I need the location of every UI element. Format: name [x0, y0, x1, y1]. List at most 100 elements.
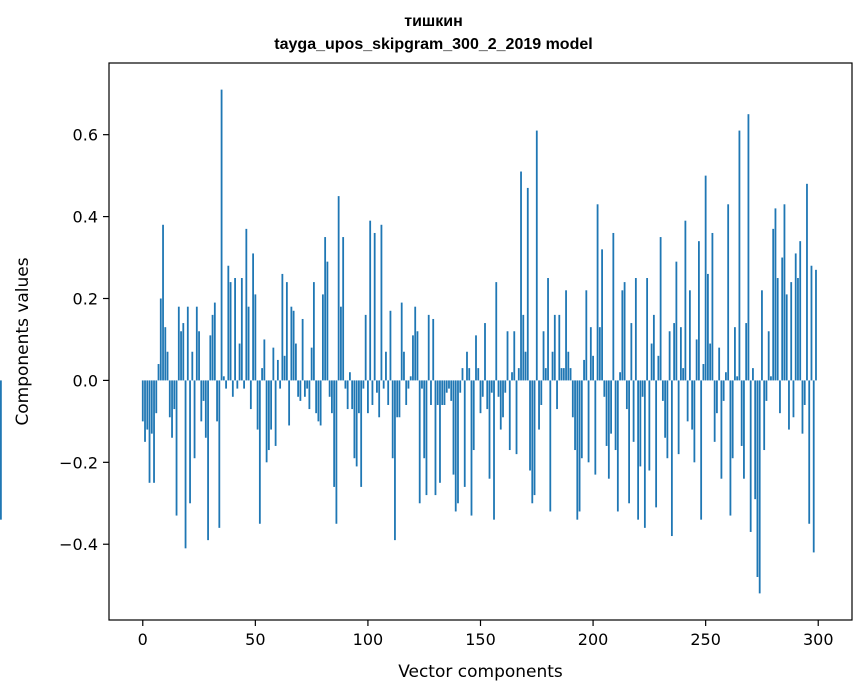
bar: [736, 376, 739, 381]
bar: [725, 372, 727, 381]
bar: [324, 237, 327, 381]
bar: [713, 380, 716, 442]
bar: [319, 380, 322, 426]
bar: [416, 331, 419, 381]
bar: [792, 380, 795, 418]
bar: [256, 380, 259, 430]
bar: [614, 380, 617, 451]
bar: [761, 290, 763, 381]
bar: [722, 380, 725, 401]
bar: [535, 130, 538, 381]
bar: [308, 380, 311, 410]
bar: [351, 380, 354, 410]
bar: [247, 306, 250, 381]
bar: [466, 351, 468, 381]
bar: [691, 380, 694, 430]
bar: [409, 376, 412, 381]
bar: [628, 380, 630, 504]
bar: [225, 380, 227, 389]
bar: [700, 380, 703, 520]
bar: [497, 380, 500, 397]
bar: [317, 380, 320, 422]
bar: [470, 380, 473, 516]
y-tick-label: 0.6: [73, 126, 98, 145]
bar: [191, 351, 194, 381]
bar: [387, 380, 390, 405]
bar: [186, 306, 189, 381]
x-tick-label: 100: [353, 630, 384, 649]
bar: [448, 380, 450, 389]
bar: [812, 380, 815, 553]
bar: [639, 380, 642, 467]
bar: [236, 380, 239, 389]
bar: [695, 339, 698, 381]
bar: [353, 380, 356, 459]
bar: [436, 380, 439, 405]
bar: [576, 380, 579, 520]
bar: [526, 187, 529, 381]
bar: [274, 380, 277, 446]
bar: [623, 282, 626, 381]
bar: [249, 380, 252, 410]
bar: [391, 380, 394, 459]
bar: [396, 380, 399, 418]
y-axis-label: Components values: [13, 257, 33, 425]
bar: [263, 339, 266, 381]
bar: [164, 327, 167, 381]
bar: [686, 380, 689, 422]
x-axis-label: Vector components: [398, 662, 563, 682]
bar: [148, 380, 151, 483]
x-tick-label: 50: [245, 630, 265, 649]
bar: [772, 228, 775, 381]
bar: [369, 220, 372, 381]
bar: [587, 380, 590, 463]
bar: [664, 380, 667, 438]
bar: [637, 380, 640, 520]
bar: [632, 380, 635, 442]
x-tick-label: 200: [578, 630, 609, 649]
bar: [177, 306, 180, 381]
bar: [716, 380, 718, 414]
bar: [234, 278, 236, 381]
bar: [380, 224, 383, 381]
bar: [648, 380, 651, 471]
bar: [310, 347, 313, 381]
bar: [405, 380, 408, 405]
bar: [450, 380, 453, 401]
bar: [580, 380, 583, 459]
bar: [601, 249, 603, 381]
y-tick-label: −0.4: [59, 535, 98, 554]
bar: [335, 380, 338, 524]
bar: [619, 372, 621, 381]
bar: [727, 204, 730, 381]
bar: [297, 380, 300, 397]
bar: [643, 380, 646, 528]
bar: [445, 380, 448, 393]
bar: [607, 380, 610, 479]
bar: [452, 380, 455, 475]
bar: [745, 323, 748, 381]
bar: [168, 380, 171, 418]
x-tick-label: 0: [138, 630, 148, 649]
bar: [398, 380, 401, 418]
bar: [612, 232, 615, 381]
bar: [616, 380, 619, 512]
bar: [200, 380, 203, 422]
bar: [229, 282, 232, 381]
bar: [182, 323, 185, 381]
bar: [709, 343, 712, 381]
bar: [734, 327, 736, 381]
bar: [605, 380, 608, 446]
bar: [360, 380, 363, 487]
bar: [513, 331, 516, 381]
bar: [285, 282, 288, 381]
bar: [731, 380, 734, 459]
bar: [531, 380, 534, 504]
bar: [668, 331, 671, 381]
bar: [425, 380, 428, 496]
bar: [729, 380, 732, 516]
bar: [276, 359, 279, 381]
bar: [240, 278, 243, 381]
bar: [542, 331, 545, 381]
plot-frame: [108, 62, 853, 621]
